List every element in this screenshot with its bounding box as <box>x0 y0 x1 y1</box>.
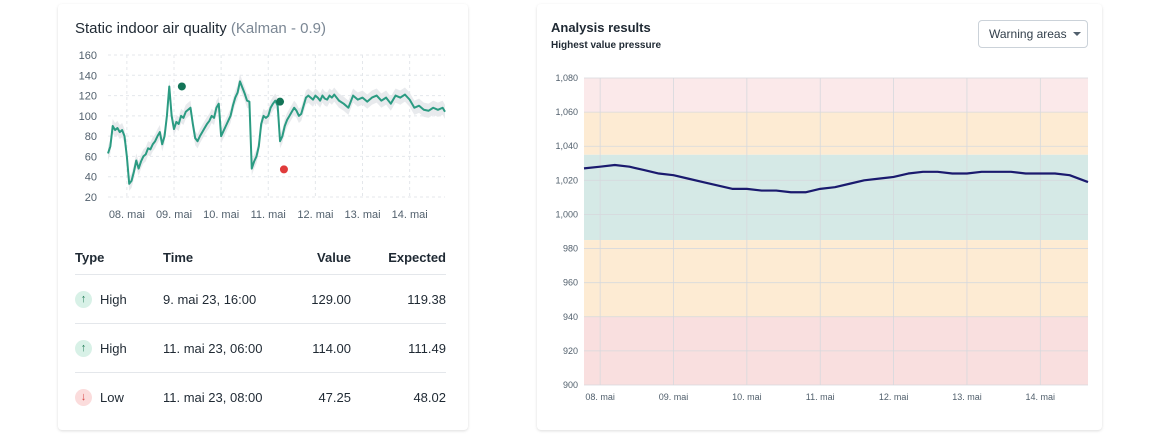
row-time: 11. mai 23, 06:00 <box>163 323 293 373</box>
x-tick-label: 09. mai <box>659 392 689 402</box>
row-type: High <box>100 291 127 307</box>
y-tick-label: 20 <box>85 192 97 204</box>
high-anomaly-point <box>177 82 186 91</box>
analysis-results-card: Analysis results Highest value pressure … <box>537 4 1102 430</box>
x-tick-label: 10. mai <box>732 392 762 402</box>
y-tick-label: 1,060 <box>555 107 578 117</box>
y-tick-label: 940 <box>563 312 578 322</box>
analysis-subtitle: Highest value pressure <box>551 40 662 51</box>
row-value: 47.25 <box>318 389 351 405</box>
row-value: 129.00 <box>293 274 351 324</box>
x-tick-label: 14. mai <box>392 209 428 221</box>
row-expected: 48.02 <box>413 389 446 405</box>
table-row[interactable]: ↑ High 11. mai 23, 06:00 114.00 111.49 <box>75 323 446 373</box>
arrow-up-icon: ↑ <box>75 290 92 308</box>
x-tick-label: 10. mai <box>203 209 239 221</box>
pressure-line <box>583 163 1089 194</box>
arrow-up-icon: ↑ <box>75 339 92 357</box>
y-tick-label: 920 <box>563 346 578 356</box>
anomaly-table: Type Time Value Expected ↑ High 9. mai 2… <box>75 240 446 421</box>
dropdown-label: Warning areas <box>989 27 1067 41</box>
row-time: 11. mai 23, 08:00 <box>163 389 263 405</box>
air-quality-title-text: Static indoor air quality <box>75 20 227 37</box>
x-tick-label: 12. mai <box>297 209 333 221</box>
x-tick-label: 08. mai <box>109 209 145 221</box>
warning-band <box>584 78 1088 113</box>
analysis-title: Analysis results <box>551 20 651 35</box>
y-tick-label: 100 <box>79 111 97 123</box>
y-tick-label: 1,000 <box>555 209 578 219</box>
column-header-type[interactable]: Type <box>75 240 163 275</box>
y-tick-label: 40 <box>85 172 97 184</box>
x-tick-label: 12. mai <box>879 392 909 402</box>
row-time: 9. mai 23, 16:00 <box>163 274 293 324</box>
warning-band <box>584 154 1088 241</box>
x-tick-label: 14. mai <box>1026 392 1056 402</box>
low-anomaly-point <box>279 165 288 174</box>
row-expected: 119.38 <box>351 274 446 324</box>
y-tick-label: 1,080 <box>555 73 578 83</box>
x-tick-label: 13. mai <box>344 209 380 221</box>
table-row[interactable]: ↑ High 9. mai 23, 16:00 129.00 119.38 <box>75 274 446 324</box>
warning-band <box>584 112 1088 155</box>
row-expected: 111.49 <box>351 323 446 373</box>
warning-areas-dropdown[interactable]: Warning areas <box>978 20 1088 48</box>
x-tick-label: 11. mai <box>251 209 286 221</box>
table-row[interactable]: ↓ Low 11. mai 23, 08:00 47.25 48.02 <box>75 373 446 422</box>
y-tick-label: 140 <box>79 70 97 82</box>
row-value: 114.00 <box>293 323 351 373</box>
y-tick-label: 60 <box>85 151 97 163</box>
warning-band <box>584 240 1088 317</box>
series-line <box>107 80 446 185</box>
x-tick-label: 08. mai <box>585 392 615 402</box>
air-quality-title: Static indoor air quality (Kalman - 0.9) <box>75 20 326 37</box>
y-tick-label: 80 <box>85 131 97 143</box>
high-anomaly-point <box>276 97 285 106</box>
y-tick-label: 900 <box>563 380 578 390</box>
column-header-expected[interactable]: Expected <box>351 240 446 275</box>
y-tick-label: 1,040 <box>555 141 578 151</box>
y-tick-label: 980 <box>563 244 578 254</box>
air-quality-subtitle: (Kalman - 0.9) <box>230 20 326 37</box>
row-type: High <box>100 340 127 356</box>
confidence-band <box>108 74 445 191</box>
air-quality-chart[interactable]: 160 140 120 100 80 60 40 20 08. mai 09. mai 10. ma… <box>58 4 468 234</box>
y-tick-label: 160 <box>79 50 97 62</box>
arrow-down-icon: ↓ <box>75 388 92 406</box>
row-type: Low <box>100 389 124 405</box>
y-tick-label: 960 <box>563 278 578 288</box>
chevron-down-icon <box>1072 32 1081 36</box>
x-tick-label: 11. mai <box>806 392 835 402</box>
column-header-value[interactable]: Value <box>293 240 351 275</box>
y-tick-label: 120 <box>79 91 97 103</box>
x-tick-label: 13. mai <box>952 392 982 402</box>
y-tick-label: 1,020 <box>555 175 578 185</box>
pressure-chart[interactable]: 1,080 1,060 1,040 1,020 1,000 980 960 940 920 900… <box>537 4 1102 430</box>
x-tick-label: 09. mai <box>156 209 192 221</box>
column-header-time[interactable]: Time <box>163 240 293 275</box>
air-quality-card: Static indoor air quality (Kalman - 0.9)… <box>58 4 468 430</box>
